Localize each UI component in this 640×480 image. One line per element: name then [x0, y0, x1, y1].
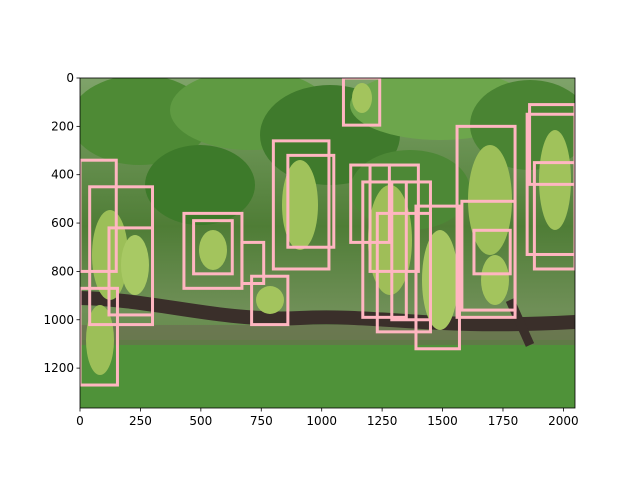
- bounding-box: [472, 228, 512, 276]
- bounding-box: [80, 158, 118, 273]
- bounding-box: [460, 199, 517, 312]
- y-tick-label: 1200: [43, 361, 74, 375]
- x-tick-label: 250: [129, 414, 152, 428]
- x-axis: 0 250 500 750 1000 1250 1500 1750 2000: [76, 408, 579, 428]
- y-axis: 0 200 400 600 800 1000 1200: [43, 71, 80, 375]
- x-tick-label: 1250: [367, 414, 398, 428]
- bounding-box: [192, 219, 234, 276]
- bounding-box: [390, 180, 432, 322]
- bounding-box: [286, 153, 336, 249]
- x-tick-label: 0: [76, 414, 84, 428]
- bounding-box: [414, 204, 461, 351]
- y-tick-label: 600: [51, 216, 74, 230]
- y-tick-label: 1000: [43, 313, 74, 327]
- bounding-boxes: [80, 78, 575, 387]
- y-tick-label: 0: [66, 71, 74, 85]
- bounding-box: [525, 112, 575, 256]
- x-tick-label: 1750: [488, 414, 519, 428]
- y-tick-label: 200: [51, 119, 74, 133]
- bounding-box: [528, 103, 575, 186]
- x-tick-label: 2000: [548, 414, 579, 428]
- bounding-box: [107, 226, 155, 317]
- bounding-box: [361, 180, 408, 319]
- x-tick-label: 500: [189, 414, 212, 428]
- bounding-box: [341, 78, 382, 127]
- bounding-box: [532, 161, 575, 271]
- axes-frame: [79, 77, 576, 409]
- y-tick-label: 400: [51, 168, 74, 182]
- x-tick-label: 1500: [427, 414, 458, 428]
- bounding-box: [368, 163, 420, 273]
- vineyard-photo: [80, 78, 575, 408]
- bounding-box: [80, 286, 119, 387]
- x-tick-label: 750: [250, 414, 273, 428]
- x-tick-label: 1000: [306, 414, 337, 428]
- bounding-box: [250, 274, 290, 327]
- bounding-box: [271, 139, 331, 271]
- y-tick-label: 800: [51, 264, 74, 278]
